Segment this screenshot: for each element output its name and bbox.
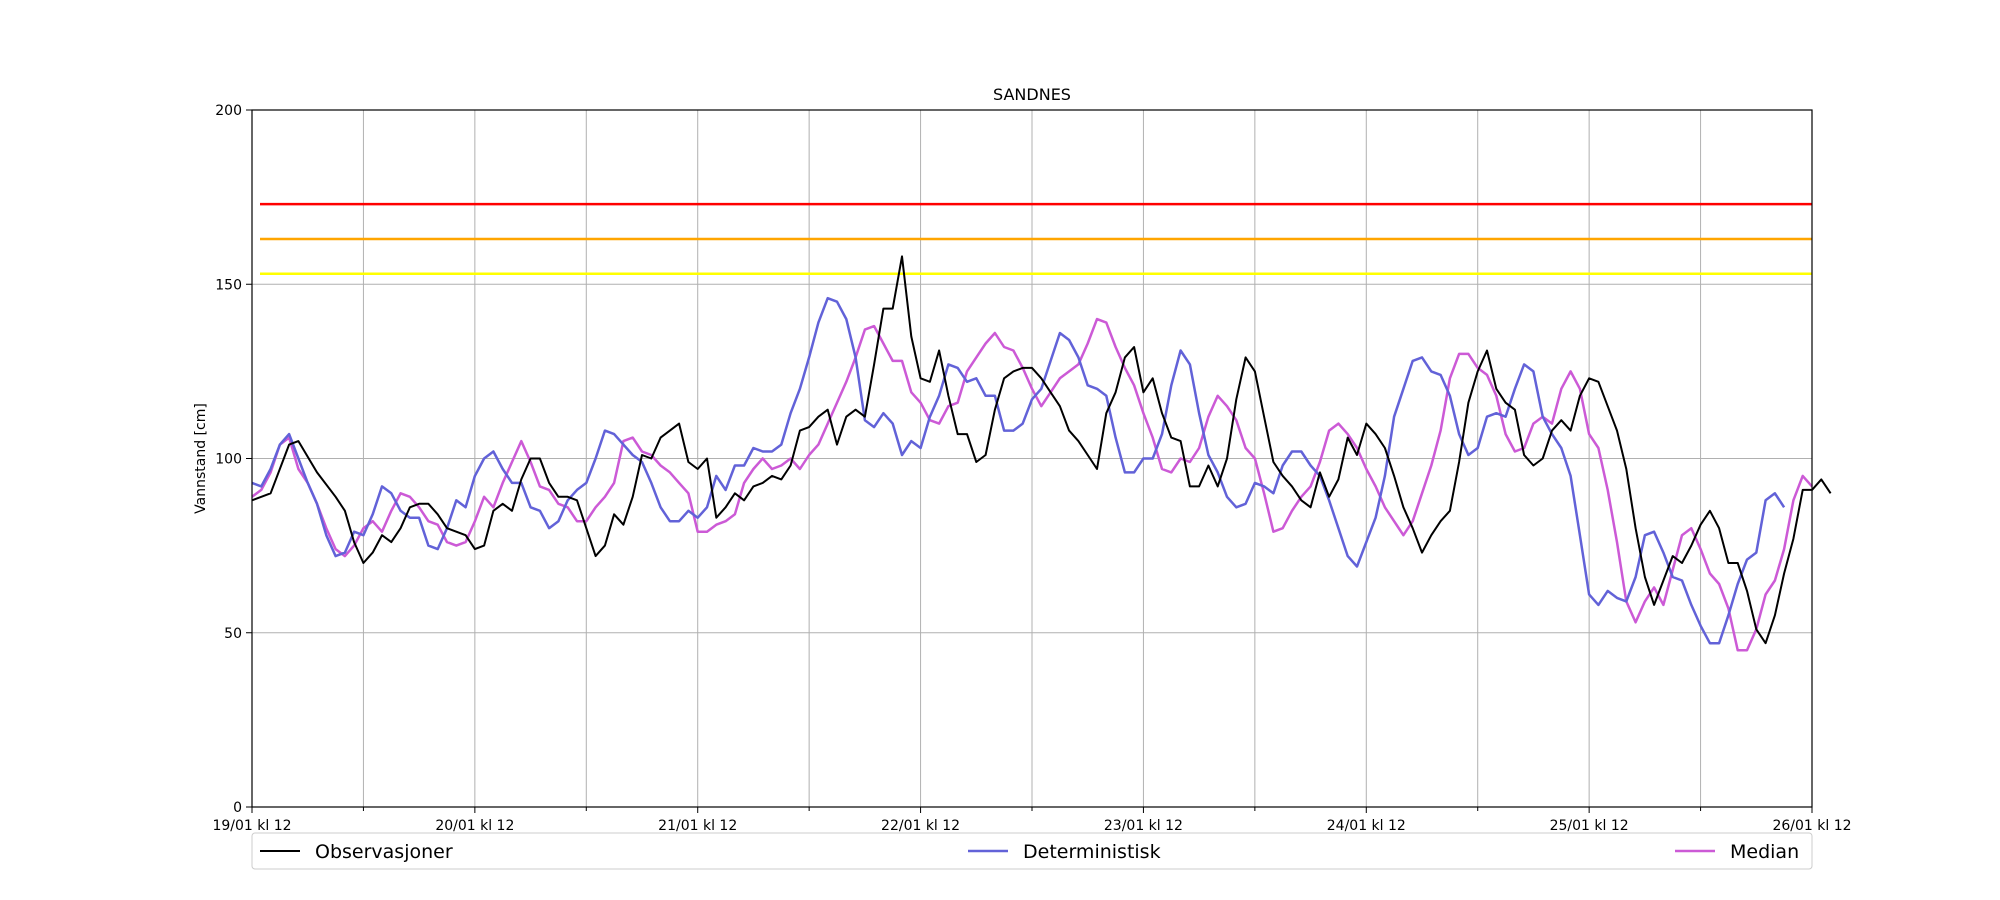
y-tick-label: 200 <box>215 103 242 119</box>
y-tick-label: 50 <box>224 626 242 642</box>
series-layer <box>251 255 1832 652</box>
chart-title: SANDNES <box>993 85 1071 104</box>
legend-label-deterministisk: Deterministisk <box>1023 841 1161 863</box>
legend-label-observasjoner: Observasjoner <box>315 841 453 863</box>
x-tick-label: 26/01 kl 12 <box>1772 818 1851 834</box>
x-tick-label: 21/01 kl 12 <box>658 818 737 834</box>
tick-layer: 0 50 100 150 200 19/01 kl 12 20/01 kl 12 21/01 … <box>212 103 1851 834</box>
y-tick-label: 150 <box>215 277 242 293</box>
y-tick-label: 100 <box>215 452 242 468</box>
x-tick-label: 22/01 kl 12 <box>881 818 960 834</box>
x-tick-label: 24/01 kl 12 <box>1327 818 1406 834</box>
y-tick-label: 0 <box>233 800 242 816</box>
x-tick-label: 25/01 kl 12 <box>1550 818 1629 834</box>
x-tick-label: 20/01 kl 12 <box>435 818 514 834</box>
legend: Observasjoner Deterministisk Median <box>251 832 1813 870</box>
y-axis-label: Vannstand [cm] <box>193 403 209 514</box>
series-line-median <box>251 317 1813 652</box>
series-line-deterministisk <box>251 296 1786 645</box>
threshold-layer <box>260 202 1812 276</box>
series-line-observasjoner <box>251 255 1832 645</box>
x-tick-label: 23/01 kl 12 <box>1104 818 1183 834</box>
x-tick-label: 19/01 kl 12 <box>212 818 291 834</box>
legend-label-median: Median <box>1730 841 1799 863</box>
legend-box <box>251 832 1813 870</box>
